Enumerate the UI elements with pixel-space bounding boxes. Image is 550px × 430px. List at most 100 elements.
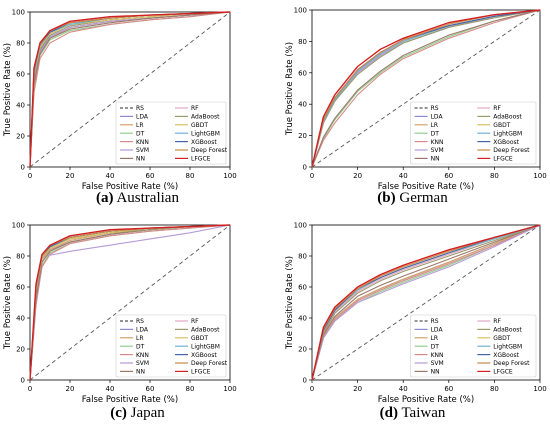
y-tick-label: 0 <box>303 164 307 172</box>
y-tick-label: 0 <box>303 377 307 385</box>
y-tick-label: 100 <box>294 7 307 15</box>
legend-label: LightGBM <box>191 343 220 350</box>
legend-label: LR <box>136 122 144 129</box>
legend-box <box>410 101 537 165</box>
legend-label: SVM <box>431 147 444 154</box>
legend-label: NN <box>431 369 440 376</box>
legend-label: LightGBM <box>493 343 522 350</box>
x-tick-label: 100 <box>223 385 236 393</box>
x-tick-label: 0 <box>28 385 32 393</box>
y-tick-label: 20 <box>16 346 25 354</box>
x-tick-label: 100 <box>223 172 236 180</box>
legend-label: RF <box>191 318 199 325</box>
legend-label: LR <box>431 122 439 129</box>
x-tick-label: 100 <box>533 385 546 393</box>
chart-panel-1: 00 20 20 40 40 60 60 80 80 100 100 False Positive R… <box>3 9 237 193</box>
series-line-svm <box>311 224 541 381</box>
series-line-lr <box>311 224 541 381</box>
y-tick-label: 40 <box>16 315 25 323</box>
legend-box <box>115 101 227 165</box>
legend-label: AdaBoost <box>191 114 220 121</box>
x-tick-label: 20 <box>66 385 75 393</box>
legend-label: LDA <box>136 114 149 121</box>
legend-label: RF <box>493 105 501 112</box>
legend-label: LFGCE <box>191 369 211 376</box>
legend-label: KNN <box>431 352 444 359</box>
legend-label: GBDT <box>191 335 208 342</box>
legend-label: RS <box>136 318 144 325</box>
x-tick-label: 60 <box>146 172 155 180</box>
legend-label: XGBoost <box>493 352 519 359</box>
x-axis-label: False Positive Rate (%) <box>82 182 178 192</box>
x-tick-label: 40 <box>399 172 408 180</box>
legend-label: LDA <box>431 114 444 121</box>
y-tick-label: 100 <box>294 222 307 230</box>
caption-a: (a) Australian <box>96 190 179 206</box>
y-tick-label: 60 <box>16 284 25 292</box>
legend-label: NN <box>136 369 145 376</box>
legend-label: Deep Forest <box>191 360 228 367</box>
legend-label: LDA <box>136 327 149 334</box>
legend-label: LightGBM <box>191 130 220 137</box>
y-tick-label: 40 <box>298 315 307 323</box>
x-tick-label: 80 <box>490 172 499 180</box>
legend-label: LightGBM <box>493 130 522 137</box>
x-tick-label: 0 <box>310 172 314 180</box>
series-line-nn <box>311 9 541 168</box>
y-tick-label: 20 <box>298 132 307 140</box>
x-tick-label: 40 <box>106 385 115 393</box>
legend-label: LFGCE <box>493 369 513 376</box>
legend-label: AdaBoost <box>191 327 220 334</box>
y-tick-label: 60 <box>16 71 25 79</box>
x-tick-label: 0 <box>28 172 32 180</box>
series-line-adaboost <box>311 9 541 168</box>
legend-label: SVM <box>136 147 149 154</box>
x-tick-label: 100 <box>533 172 546 180</box>
series-line-rs <box>311 224 541 381</box>
y-tick-label: 20 <box>16 133 25 141</box>
x-tick-label: 60 <box>444 385 453 393</box>
legend-label: DT <box>136 130 145 137</box>
legend-label: RS <box>431 105 439 112</box>
y-tick-label: 80 <box>298 253 307 261</box>
series-line-adaboost <box>311 224 541 381</box>
series-line-lfgce <box>29 224 231 381</box>
x-tick-label: 80 <box>186 172 195 180</box>
y-tick-label: 40 <box>16 102 25 110</box>
x-tick-label: 80 <box>490 385 499 393</box>
legend-label: LR <box>431 335 439 342</box>
legend-label: KNN <box>136 139 149 146</box>
x-tick-label: 40 <box>106 172 115 180</box>
y-axis-label: True Positive Rate (%) <box>3 256 13 350</box>
series-line-lfgce <box>311 9 541 168</box>
legend-label: LFGCE <box>191 156 211 163</box>
x-tick-label: 20 <box>353 385 362 393</box>
legend-box <box>115 314 227 378</box>
legend-label: GBDT <box>493 122 510 129</box>
legend-label: KNN <box>431 139 444 146</box>
legend-label: LDA <box>431 327 444 334</box>
y-axis-label: True Positive Rate (%) <box>285 256 295 350</box>
y-tick-label: 0 <box>21 377 25 385</box>
legend-label: Deep Forest <box>493 360 530 367</box>
legend-label: DT <box>136 343 145 350</box>
y-axis-label: True Positive Rate (%) <box>3 43 13 137</box>
legend-label: KNN <box>136 352 149 359</box>
legend-label: GBDT <box>191 122 208 129</box>
legend-label: RS <box>136 105 144 112</box>
legend-label: SVM <box>136 360 149 367</box>
y-axis-label: True Positive Rate (%) <box>285 42 295 136</box>
legend-label: XGBoost <box>493 139 519 146</box>
legend-label: LR <box>136 335 144 342</box>
series-line-nn <box>29 11 231 168</box>
legend-label: RS <box>431 318 439 325</box>
x-tick-label: 20 <box>66 172 75 180</box>
x-axis-label: False Positive Rate (%) <box>82 395 178 405</box>
legend-label: DT <box>431 343 440 350</box>
x-tick-label: 40 <box>399 385 408 393</box>
x-axis-label: False Positive Rate (%) <box>378 182 474 192</box>
x-tick-label: 20 <box>353 172 362 180</box>
y-tick-label: 40 <box>298 101 307 109</box>
legend-label: SVM <box>431 360 444 367</box>
